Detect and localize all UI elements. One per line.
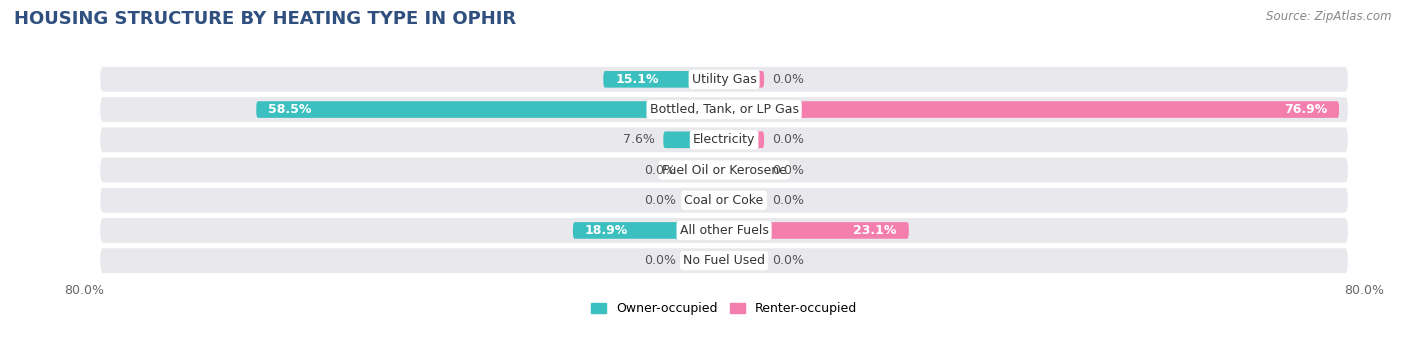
Text: Electricity: Electricity	[693, 133, 755, 146]
Legend: Owner-occupied, Renter-occupied: Owner-occupied, Renter-occupied	[586, 298, 862, 320]
Text: 0.0%: 0.0%	[644, 194, 676, 207]
FancyBboxPatch shape	[685, 162, 724, 178]
FancyBboxPatch shape	[256, 101, 724, 118]
FancyBboxPatch shape	[664, 132, 724, 148]
Text: 0.0%: 0.0%	[772, 194, 804, 207]
Text: 0.0%: 0.0%	[772, 133, 804, 146]
FancyBboxPatch shape	[685, 252, 724, 269]
Text: Bottled, Tank, or LP Gas: Bottled, Tank, or LP Gas	[650, 103, 799, 116]
Text: 7.6%: 7.6%	[623, 133, 655, 146]
FancyBboxPatch shape	[685, 192, 724, 208]
FancyBboxPatch shape	[724, 222, 908, 239]
Text: 15.1%: 15.1%	[616, 73, 659, 86]
FancyBboxPatch shape	[100, 248, 1348, 273]
FancyBboxPatch shape	[100, 67, 1348, 92]
Text: Fuel Oil or Kerosene: Fuel Oil or Kerosene	[662, 164, 786, 176]
Text: 23.1%: 23.1%	[853, 224, 897, 237]
FancyBboxPatch shape	[724, 71, 763, 88]
FancyBboxPatch shape	[100, 128, 1348, 152]
Text: 18.9%: 18.9%	[585, 224, 628, 237]
FancyBboxPatch shape	[724, 252, 763, 269]
FancyBboxPatch shape	[574, 222, 724, 239]
Text: 0.0%: 0.0%	[772, 254, 804, 267]
FancyBboxPatch shape	[100, 97, 1348, 122]
FancyBboxPatch shape	[100, 218, 1348, 243]
FancyBboxPatch shape	[724, 132, 763, 148]
FancyBboxPatch shape	[724, 162, 763, 178]
FancyBboxPatch shape	[724, 192, 763, 208]
Text: Utility Gas: Utility Gas	[692, 73, 756, 86]
Text: 0.0%: 0.0%	[644, 254, 676, 267]
Text: 0.0%: 0.0%	[772, 73, 804, 86]
FancyBboxPatch shape	[724, 101, 1339, 118]
Text: Source: ZipAtlas.com: Source: ZipAtlas.com	[1267, 10, 1392, 23]
FancyBboxPatch shape	[603, 71, 724, 88]
FancyBboxPatch shape	[100, 188, 1348, 212]
Text: No Fuel Used: No Fuel Used	[683, 254, 765, 267]
Text: Coal or Coke: Coal or Coke	[685, 194, 763, 207]
Text: 58.5%: 58.5%	[269, 103, 312, 116]
Text: HOUSING STRUCTURE BY HEATING TYPE IN OPHIR: HOUSING STRUCTURE BY HEATING TYPE IN OPH…	[14, 10, 516, 28]
Text: 0.0%: 0.0%	[772, 164, 804, 176]
Text: 0.0%: 0.0%	[644, 164, 676, 176]
FancyBboxPatch shape	[100, 158, 1348, 182]
Text: All other Fuels: All other Fuels	[679, 224, 769, 237]
Text: 76.9%: 76.9%	[1284, 103, 1327, 116]
